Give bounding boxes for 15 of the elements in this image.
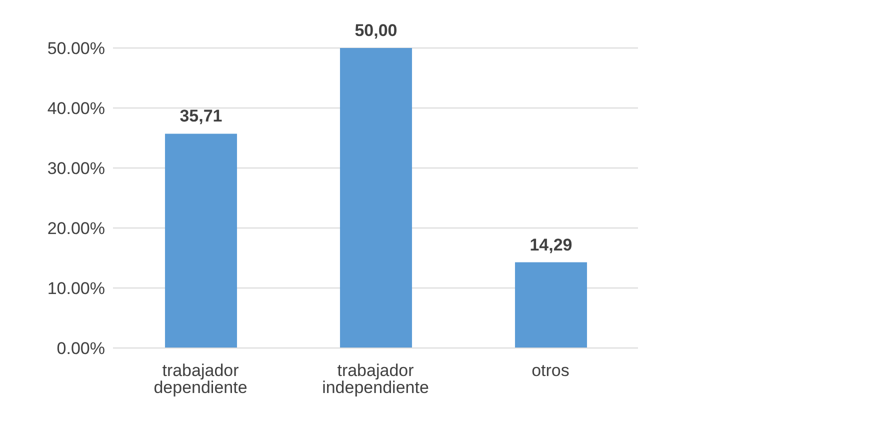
y-tick-label: 40.00% (47, 99, 105, 118)
data-label: 50,00 (354, 21, 398, 40)
y-tick-label: 50.00% (47, 39, 105, 58)
data-label: 14,29 (530, 235, 572, 254)
y-tick-label: 10.00% (47, 279, 105, 298)
x-tick-label: trabajador independiente (322, 361, 429, 398)
bar (165, 134, 237, 348)
data-label: 35,71 (180, 106, 222, 126)
y-tick-label: 0.00% (56, 339, 105, 358)
y-tick-label: 30.00% (47, 159, 105, 178)
x-tick-label: trabajador dependiente (154, 361, 248, 398)
x-tick-label: otros (532, 361, 570, 380)
bar (340, 48, 412, 348)
y-tick-label: 20.00% (47, 219, 105, 238)
bar (515, 262, 587, 348)
